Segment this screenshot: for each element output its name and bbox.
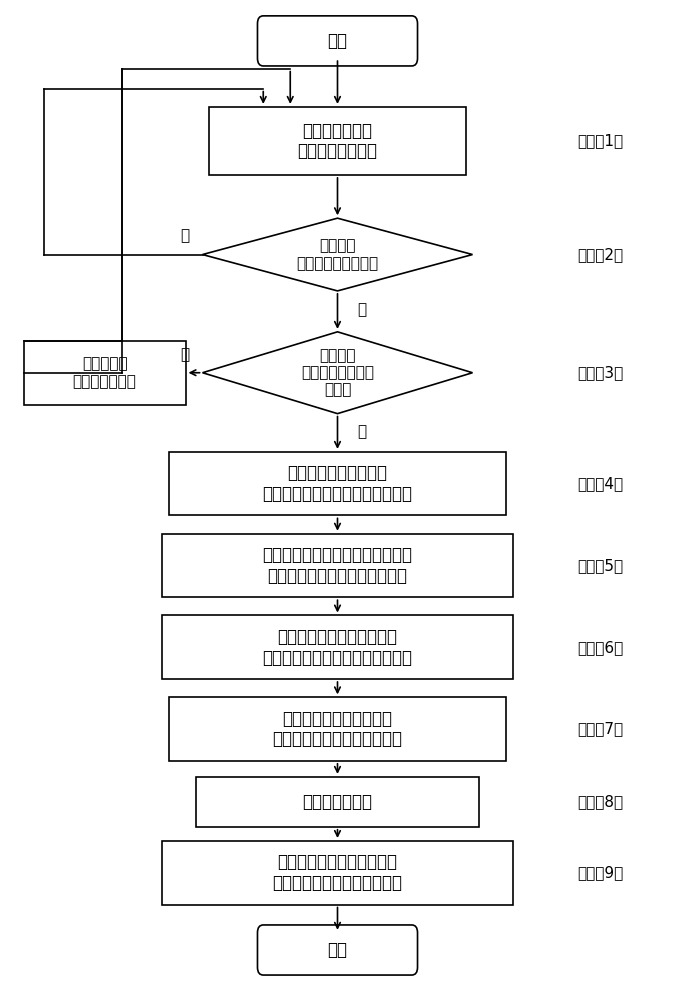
Text: （步骤1）: （步骤1） xyxy=(578,133,624,148)
Bar xyxy=(162,615,513,679)
Text: 利用第二坩埚的
蒸镀材料进行蒸镀: 利用第二坩埚的 蒸镀材料进行蒸镀 xyxy=(298,122,377,160)
Text: （步骤9）: （步骤9） xyxy=(578,865,624,880)
Bar xyxy=(209,107,466,175)
Text: 使第一蒸发用加热装置
升温且使第一坩埚的蒸发材料蒸发: 使第一蒸发用加热装置 升温且使第一坩埚的蒸发材料蒸发 xyxy=(263,464,412,503)
Text: （步骤6）: （步骤6） xyxy=(578,640,624,655)
FancyBboxPatch shape xyxy=(257,925,418,975)
Text: 断开第二蒸发用加热装置、
第二输送管和第二闸阀的加热装置: 断开第二蒸发用加热装置、 第二输送管和第二闸阀的加热装置 xyxy=(263,628,412,667)
Text: 使第二流量
调整阀开度变大: 使第二流量 调整阀开度变大 xyxy=(73,357,136,389)
Bar xyxy=(196,777,479,827)
Bar xyxy=(169,452,506,515)
Text: （步骤2）: （步骤2） xyxy=(578,247,624,262)
Bar xyxy=(24,341,186,405)
Text: 蒸镀速率
是否在设定值以下？: 蒸镀速率 是否在设定值以下？ xyxy=(296,238,379,271)
Polygon shape xyxy=(202,332,472,414)
Text: 否: 否 xyxy=(180,347,189,362)
Text: 是: 是 xyxy=(358,302,367,317)
FancyBboxPatch shape xyxy=(257,16,418,66)
Text: （步骤5）: （步骤5） xyxy=(578,558,624,573)
Text: （步骤3）: （步骤3） xyxy=(578,365,624,380)
Text: 第二流量
调整阀是否打开到
最大？: 第二流量 调整阀是否打开到 最大？ xyxy=(301,348,374,398)
Polygon shape xyxy=(202,218,472,291)
Text: （步骤4）: （步骤4） xyxy=(578,476,624,491)
Text: 否: 否 xyxy=(180,229,189,244)
Text: （步骤7）: （步骤7） xyxy=(578,722,624,737)
Text: 关闭第二流量调整阀、第二闸阀，
打开第一流量调整阀、第一闸阀: 关闭第二流量调整阀、第二闸阀， 打开第一流量调整阀、第一闸阀 xyxy=(263,546,412,585)
Text: 开始: 开始 xyxy=(327,32,348,50)
Text: 是: 是 xyxy=(358,425,367,440)
Text: 结束: 结束 xyxy=(327,941,348,959)
Text: 分离第二蒸发装置、更换
第二坩埚、连接第二蒸发装置: 分离第二蒸发装置、更换 第二坩埚、连接第二蒸发装置 xyxy=(273,710,402,748)
Text: 打开第二除气阀: 打开第二除气阀 xyxy=(302,793,373,811)
Bar xyxy=(162,534,513,597)
Bar xyxy=(162,841,513,905)
Text: 导通第二蒸发用加热装置、
输送管和第二闸阀的加热装置: 导通第二蒸发用加热装置、 输送管和第二闸阀的加热装置 xyxy=(273,853,402,892)
Bar xyxy=(169,697,506,761)
Text: （步骤8）: （步骤8） xyxy=(578,794,624,809)
